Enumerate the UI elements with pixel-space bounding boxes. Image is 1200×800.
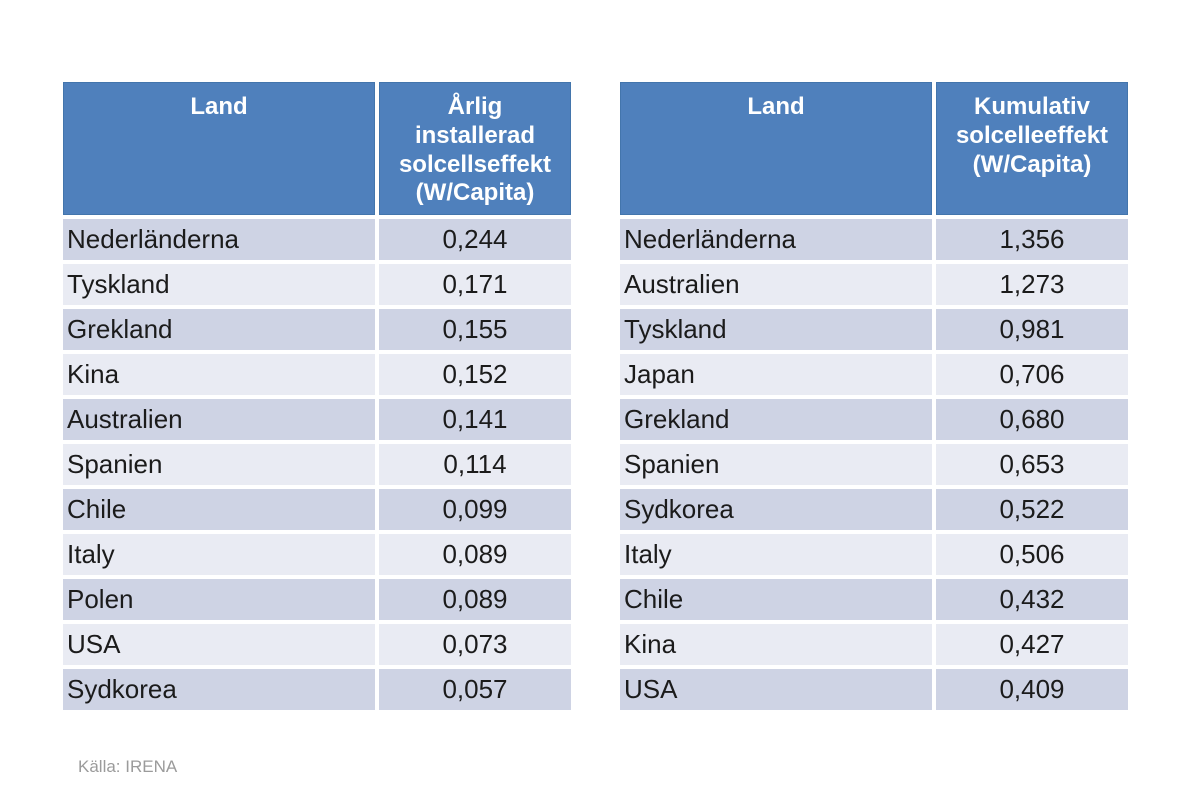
header-cell-land: Land [63,82,375,215]
country-cell: Chile [620,579,932,620]
value-cell: 0,141 [379,399,571,440]
table-cumulative-solar: Land Kumulativ solcelleeffekt (W/Capita) N… [620,82,1128,710]
table-annual-installed-solar: Land Årlig installerad solcellseffekt (W/… [63,82,571,710]
value-cell: 0,506 [936,534,1128,575]
value-cell: 0,427 [936,624,1128,665]
country-cell: Australien [620,264,932,305]
country-cell: Spanien [620,444,932,485]
value-cell: 0,409 [936,669,1128,710]
header-cell-land: Land [620,82,932,215]
header-cell-value: Årlig installerad solcellseffekt (W/Capi… [379,82,571,215]
value-cell: 0,089 [379,534,571,575]
country-cell: Japan [620,354,932,395]
country-cell: Grekland [63,309,375,350]
value-cell: 0,057 [379,669,571,710]
country-cell: Kina [63,354,375,395]
value-cell: 0,522 [936,489,1128,530]
value-cell: 0,653 [936,444,1128,485]
value-cell: 0,680 [936,399,1128,440]
value-cell: 0,155 [379,309,571,350]
country-cell: Sydkorea [63,669,375,710]
value-cell: 0,244 [379,219,571,260]
value-cell: 0,152 [379,354,571,395]
value-cell: 0,171 [379,264,571,305]
header-cell-value: Kumulativ solcelleeffekt (W/Capita) [936,82,1128,215]
value-cell: 1,356 [936,219,1128,260]
value-cell: 0,981 [936,309,1128,350]
country-cell: Australien [63,399,375,440]
value-cell: 0,432 [936,579,1128,620]
country-cell: Sydkorea [620,489,932,530]
value-cell: 0,073 [379,624,571,665]
value-cell: 0,706 [936,354,1128,395]
country-cell: Nederländerna [620,219,932,260]
country-cell: Italy [620,534,932,575]
country-cell: Spanien [63,444,375,485]
country-cell: Grekland [620,399,932,440]
country-cell: USA [620,669,932,710]
country-cell: Tyskland [620,309,932,350]
country-cell: USA [63,624,375,665]
country-cell: Kina [620,624,932,665]
value-cell: 0,114 [379,444,571,485]
country-cell: Italy [63,534,375,575]
country-cell: Tyskland [63,264,375,305]
source-note: Källa: IRENA [78,757,178,776]
country-cell: Chile [63,489,375,530]
value-cell: 0,099 [379,489,571,530]
country-cell: Nederländerna [63,219,375,260]
value-cell: 1,273 [936,264,1128,305]
value-cell: 0,089 [379,579,571,620]
country-cell: Polen [63,579,375,620]
